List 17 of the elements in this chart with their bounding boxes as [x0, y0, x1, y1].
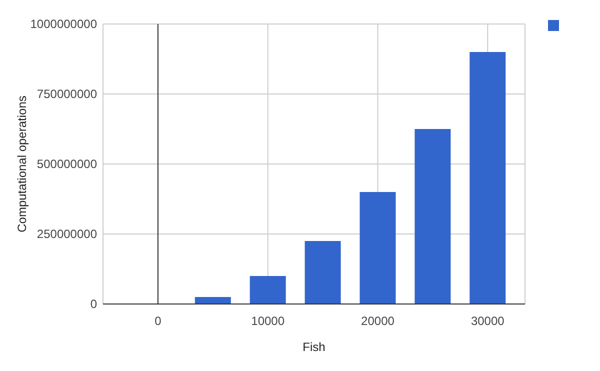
bar: [414, 129, 451, 304]
x-tick-label: 30000: [470, 314, 505, 328]
y-axis-title: Computational operations: [15, 96, 29, 232]
x-axis-title: Fish: [302, 340, 326, 354]
y-tick-label: 250000000: [36, 227, 98, 242]
bar: [304, 241, 341, 304]
y-tick-label: 500000000: [36, 157, 98, 172]
y-tick-label: 0: [90, 297, 98, 312]
bar: [194, 297, 231, 304]
y-tick-label: 750000000: [36, 87, 98, 102]
x-tick-label: 0: [154, 314, 162, 328]
bar: [250, 276, 286, 304]
y-tick-label: 1000000000: [30, 17, 98, 32]
x-tick-label: 20000: [361, 314, 395, 328]
bar: [470, 52, 506, 304]
x-tick-label: 10000: [251, 314, 285, 328]
bar: [360, 192, 396, 304]
